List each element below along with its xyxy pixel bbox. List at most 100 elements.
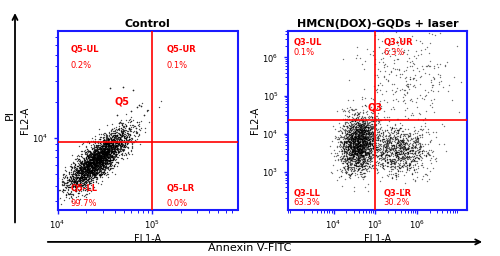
Point [46, 196, 54, 200]
Point [383, 150, 391, 154]
Point [368, 129, 376, 133]
Point [108, 146, 116, 150]
Point [65, 192, 73, 196]
Point [98, 154, 106, 158]
Point [364, 136, 372, 140]
Point [106, 158, 114, 163]
Point [106, 142, 114, 146]
Point [393, 154, 401, 158]
Point [126, 138, 134, 142]
Point [362, 142, 370, 146]
Point [108, 158, 116, 162]
Point [359, 161, 367, 165]
Point [381, 159, 389, 163]
Point [380, 145, 388, 149]
Point [76, 167, 84, 171]
Point [345, 114, 353, 118]
Point [396, 126, 404, 130]
Point [70, 171, 78, 175]
Point [104, 172, 112, 176]
Point [396, 126, 404, 130]
Point [85, 163, 93, 167]
Point [348, 134, 356, 138]
Point [115, 142, 123, 146]
Point [412, 20, 420, 24]
Point [92, 154, 100, 158]
Point [364, 123, 372, 127]
Point [369, 138, 377, 142]
Point [386, 135, 394, 139]
Point [90, 157, 98, 161]
Point [76, 179, 84, 183]
Point [388, 82, 396, 86]
Point [372, 145, 380, 149]
Point [94, 155, 102, 159]
Point [350, 147, 358, 151]
Point [352, 163, 360, 167]
Point [356, 144, 364, 148]
Point [396, 144, 404, 148]
Point [360, 167, 368, 171]
Point [105, 130, 113, 134]
Point [362, 126, 370, 131]
Point [88, 156, 96, 161]
Point [105, 159, 113, 163]
Point [92, 157, 100, 161]
Point [358, 147, 366, 151]
Point [90, 156, 98, 160]
Point [352, 142, 360, 146]
Point [84, 165, 92, 169]
Point [357, 133, 365, 137]
Point [98, 151, 106, 155]
Point [127, 119, 135, 123]
Point [118, 156, 126, 160]
Point [360, 118, 368, 122]
Point [388, 167, 396, 172]
Point [404, 85, 412, 89]
Point [110, 152, 118, 156]
Point [98, 154, 106, 158]
Point [92, 159, 100, 163]
Point [104, 140, 112, 144]
Point [410, 76, 418, 80]
Point [415, 153, 423, 157]
Point [98, 149, 106, 153]
Point [364, 127, 372, 131]
Point [94, 156, 102, 160]
Point [82, 163, 90, 167]
Point [117, 135, 125, 139]
Point [70, 178, 78, 183]
Point [365, 141, 373, 145]
Point [344, 145, 352, 149]
Point [354, 121, 362, 125]
Point [365, 137, 373, 141]
Point [122, 135, 130, 139]
Point [342, 126, 350, 130]
Point [354, 152, 362, 156]
Point [80, 182, 88, 186]
Point [396, 156, 404, 160]
Point [340, 143, 348, 147]
Point [98, 162, 106, 166]
Point [341, 113, 349, 117]
Point [91, 164, 99, 168]
Point [406, 75, 413, 79]
Point [78, 154, 86, 158]
Point [366, 154, 374, 158]
Point [411, 178, 419, 182]
Point [90, 150, 98, 154]
Point [110, 138, 118, 142]
Point [126, 148, 134, 152]
Point [74, 181, 82, 185]
Point [102, 152, 110, 156]
Point [74, 164, 82, 168]
Point [68, 164, 76, 168]
Point [396, 152, 404, 156]
Point [76, 144, 84, 148]
Point [118, 132, 126, 136]
Point [80, 174, 88, 178]
Point [362, 151, 370, 155]
Point [354, 156, 362, 160]
Point [72, 163, 80, 167]
Point [356, 140, 364, 144]
